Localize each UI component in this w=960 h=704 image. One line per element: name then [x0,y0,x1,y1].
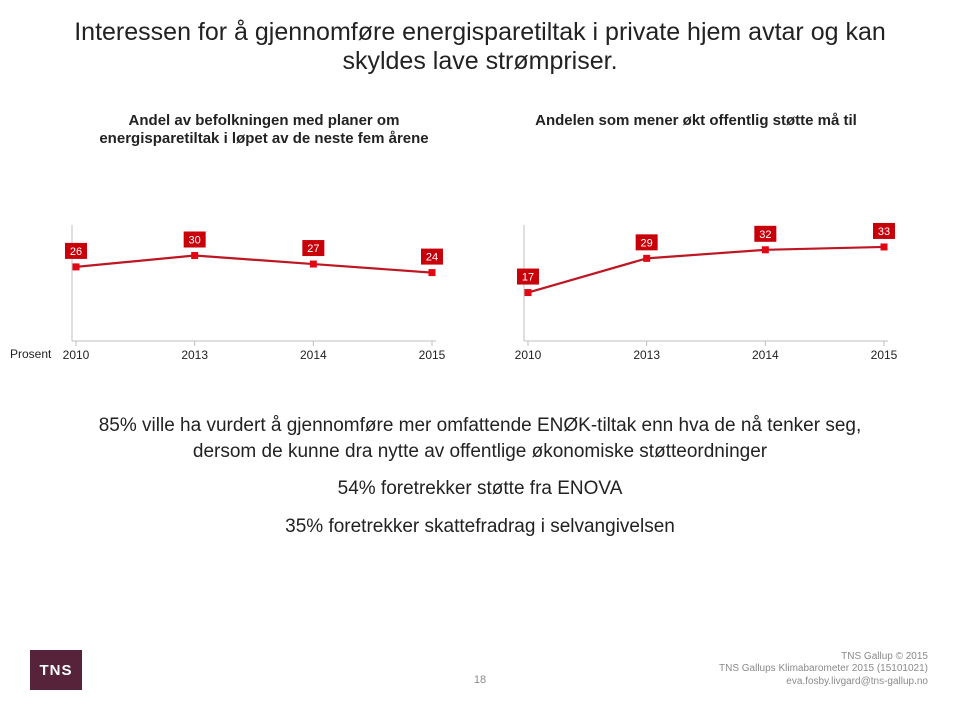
chart-left: Prosent 201020132014201526302724 [58,219,450,369]
svg-text:33: 33 [878,226,890,238]
footer: TNS 18 TNS Gallup © 2015 TNS Gallups Kli… [0,636,960,690]
body-text: 85% ville ha vurdert å gjennomføre mer o… [48,413,912,540]
svg-text:29: 29 [641,237,653,249]
charts-row: Prosent 201020132014201526302724 2010201… [48,219,912,369]
page-number: 18 [474,674,486,686]
svg-text:2015: 2015 [871,348,898,362]
svg-text:2013: 2013 [181,348,208,362]
subhead-row: Andel av befolkningen med planer om ener… [48,112,912,150]
body-p2: 54% foretrekker støtte fra ENOVA [78,476,882,502]
svg-text:27: 27 [307,243,319,255]
svg-text:2014: 2014 [300,348,327,362]
svg-text:2010: 2010 [63,348,90,362]
svg-text:24: 24 [426,252,438,264]
svg-text:30: 30 [189,235,201,247]
chart-right: 2010 2013 2014 2015 17 29 32 33 [510,219,902,369]
subhead-left: Andel av befolkningen med planer om ener… [48,112,480,150]
svg-text:26: 26 [70,246,82,258]
svg-text:2010: 2010 [515,348,542,362]
y-axis-label: Prosent [10,347,51,361]
svg-text:2014: 2014 [752,348,779,362]
tns-logo: TNS [30,650,82,690]
footer-right: TNS Gallup © 2015 TNS Gallups Klimabarom… [719,651,928,689]
page-title: Interessen for å gjennomføre energispare… [48,18,912,76]
svg-text:2013: 2013 [633,348,660,362]
body-p3: 35% foretrekker skattefradrag i selvangi… [78,514,882,540]
body-p1: 85% ville ha vurdert å gjennomføre mer o… [78,413,882,464]
footer-line3: eva.fosby.livgard@tns-gallup.no [719,676,928,689]
footer-line1: TNS Gallup © 2015 [719,651,928,664]
line-chart-left: 2010 2013 2014 2015 26 30 27 24 [58,219,450,369]
svg-text:32: 32 [759,229,771,241]
line-chart-right: 2010 2013 2014 2015 17 29 32 33 [510,219,902,369]
footer-left: TNS [30,650,82,690]
svg-text:2015: 2015 [419,348,446,362]
subhead-right: Andelen som mener økt offentlig støtte m… [480,112,912,150]
footer-line2: TNS Gallups Klimabarometer 2015 (1510102… [719,663,928,676]
slide: Interessen for å gjennomføre energispare… [0,0,960,704]
svg-text:17: 17 [522,272,534,284]
